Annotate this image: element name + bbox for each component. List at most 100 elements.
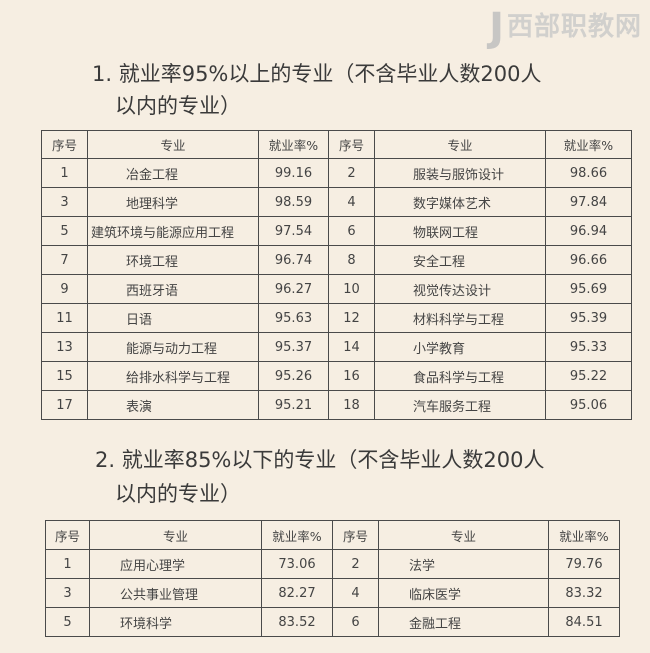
header-row: 序号 专业 就业率% 序号 专业 就业率% bbox=[45, 520, 620, 550]
column-header: 就业率% bbox=[258, 130, 329, 159]
rate-cell: 95.06 bbox=[545, 390, 632, 420]
rate-cell: 82.27 bbox=[261, 578, 333, 608]
index-cell: 4 bbox=[332, 578, 379, 608]
rate-cell: 96.66 bbox=[545, 245, 632, 275]
major-cell: 视觉传达设计 bbox=[374, 274, 546, 304]
major-cell: 材料科学与工程 bbox=[374, 303, 546, 333]
index-cell: 7 bbox=[41, 245, 88, 275]
index-cell: 4 bbox=[328, 187, 375, 217]
column-header: 就业率% bbox=[261, 520, 333, 550]
column-header: 序号 bbox=[41, 130, 88, 159]
table-row: 13 能源与动力工程 95.37 14 小学教育 95.33 bbox=[41, 332, 632, 362]
table-row: 15 给排水科学与工程 95.26 16 食品科学与工程 95.22 bbox=[41, 361, 632, 391]
major-cell: 安全工程 bbox=[374, 245, 546, 275]
rate-cell: 95.37 bbox=[258, 332, 329, 362]
column-header: 序号 bbox=[332, 520, 379, 550]
rate-cell: 79.76 bbox=[548, 549, 620, 579]
column-header: 专业 bbox=[89, 520, 262, 550]
rate-cell: 73.06 bbox=[261, 549, 333, 579]
rate-cell: 95.63 bbox=[258, 303, 329, 333]
major-cell: 日语 bbox=[87, 303, 259, 333]
rate-cell: 96.94 bbox=[545, 216, 632, 246]
major-cell: 能源与动力工程 bbox=[87, 332, 259, 362]
rate-cell: 97.54 bbox=[258, 216, 329, 246]
column-header: 专业 bbox=[87, 130, 259, 159]
column-header: 专业 bbox=[374, 130, 546, 159]
major-cell: 汽车服务工程 bbox=[374, 390, 546, 420]
index-cell: 3 bbox=[41, 187, 88, 217]
rate-cell: 95.39 bbox=[545, 303, 632, 333]
index-cell: 10 bbox=[328, 274, 375, 304]
table-row: 3 公共事业管理 82.27 4 临床医学 83.32 bbox=[45, 578, 620, 608]
rate-cell: 96.27 bbox=[258, 274, 329, 304]
rate-cell: 83.52 bbox=[261, 607, 333, 637]
table-row: 3 地理科学 98.59 4 数字媒体艺术 97.84 bbox=[41, 187, 632, 217]
major-cell: 法学 bbox=[378, 549, 549, 579]
major-cell: 地理科学 bbox=[87, 187, 259, 217]
table-row: 5 环境科学 83.52 6 金融工程 84.51 bbox=[45, 607, 620, 637]
major-cell: 给排水科学与工程 bbox=[87, 361, 259, 391]
column-header: 就业率% bbox=[548, 520, 620, 550]
section1-title-line1: 1. 就业率95%以上的专业（不含毕业人数200人 bbox=[92, 62, 542, 86]
major-cell: 物联网工程 bbox=[374, 216, 546, 246]
major-cell: 西班牙语 bbox=[87, 274, 259, 304]
index-cell: 18 bbox=[328, 390, 375, 420]
index-cell: 17 bbox=[41, 390, 88, 420]
major-cell: 服装与服饰设计 bbox=[374, 158, 546, 188]
watermark-text: 西部职教网 bbox=[506, 12, 642, 42]
major-cell: 应用心理学 bbox=[89, 549, 262, 579]
index-cell: 12 bbox=[328, 303, 375, 333]
major-cell: 公共事业管理 bbox=[89, 578, 262, 608]
rate-cell: 98.59 bbox=[258, 187, 329, 217]
index-cell: 6 bbox=[328, 216, 375, 246]
column-header: 序号 bbox=[45, 520, 90, 550]
index-cell: 5 bbox=[45, 607, 90, 637]
watermark-j-icon: J bbox=[489, 4, 505, 51]
index-cell: 11 bbox=[41, 303, 88, 333]
column-header: 序号 bbox=[328, 130, 375, 159]
index-cell: 16 bbox=[328, 361, 375, 391]
section1-title-line2: 以内的专业） bbox=[115, 94, 241, 118]
major-cell: 环境工程 bbox=[87, 245, 259, 275]
table-low-employment: 序号 专业 就业率% 序号 专业 就业率% 1 应用心理学 73.06 2 法学 79.76 3 公共事业… bbox=[45, 520, 620, 637]
major-cell: 表演 bbox=[87, 390, 259, 420]
index-cell: 3 bbox=[45, 578, 90, 608]
table-row: 11 日语 95.63 12 材料科学与工程 95.39 bbox=[41, 303, 632, 333]
major-cell: 临床医学 bbox=[378, 578, 549, 608]
header-row: 序号 专业 就业率% 序号 专业 就业率% bbox=[41, 130, 632, 159]
rate-cell: 95.33 bbox=[545, 332, 632, 362]
watermark-logo: J西部职教网 bbox=[489, 2, 642, 52]
index-cell: 5 bbox=[41, 216, 88, 246]
index-cell: 9 bbox=[41, 274, 88, 304]
major-cell: 建筑环境与能源应用工程 bbox=[87, 216, 259, 246]
rate-cell: 95.22 bbox=[545, 361, 632, 391]
major-cell: 环境科学 bbox=[89, 607, 262, 637]
major-cell: 冶金工程 bbox=[87, 158, 259, 188]
index-cell: 1 bbox=[41, 158, 88, 188]
table-row: 1 应用心理学 73.06 2 法学 79.76 bbox=[45, 549, 620, 579]
rate-cell: 95.21 bbox=[258, 390, 329, 420]
rate-cell: 95.26 bbox=[258, 361, 329, 391]
rate-cell: 83.32 bbox=[548, 578, 620, 608]
index-cell: 8 bbox=[328, 245, 375, 275]
major-cell: 小学教育 bbox=[374, 332, 546, 362]
table-row: 9 西班牙语 96.27 10 视觉传达设计 95.69 bbox=[41, 274, 632, 304]
index-cell: 2 bbox=[332, 549, 379, 579]
column-header: 就业率% bbox=[545, 130, 632, 159]
column-header: 专业 bbox=[378, 520, 549, 550]
rate-cell: 95.69 bbox=[545, 274, 632, 304]
table-high-employment: 序号 专业 就业率% 序号 专业 就业率% 1 冶金工程 99.16 2 服装与服饰设计 98.66 3… bbox=[41, 130, 632, 420]
index-cell: 1 bbox=[45, 549, 90, 579]
index-cell: 6 bbox=[332, 607, 379, 637]
major-cell: 金融工程 bbox=[378, 607, 549, 637]
rate-cell: 98.66 bbox=[545, 158, 632, 188]
index-cell: 13 bbox=[41, 332, 88, 362]
table-row: 17 表演 95.21 18 汽车服务工程 95.06 bbox=[41, 390, 632, 420]
index-cell: 2 bbox=[328, 158, 375, 188]
index-cell: 15 bbox=[41, 361, 88, 391]
rate-cell: 99.16 bbox=[258, 158, 329, 188]
index-cell: 14 bbox=[328, 332, 375, 362]
rate-cell: 96.74 bbox=[258, 245, 329, 275]
section2-title-line2: 以内的专业） bbox=[115, 482, 241, 506]
table-row: 5 建筑环境与能源应用工程 97.54 6 物联网工程 96.94 bbox=[41, 216, 632, 246]
